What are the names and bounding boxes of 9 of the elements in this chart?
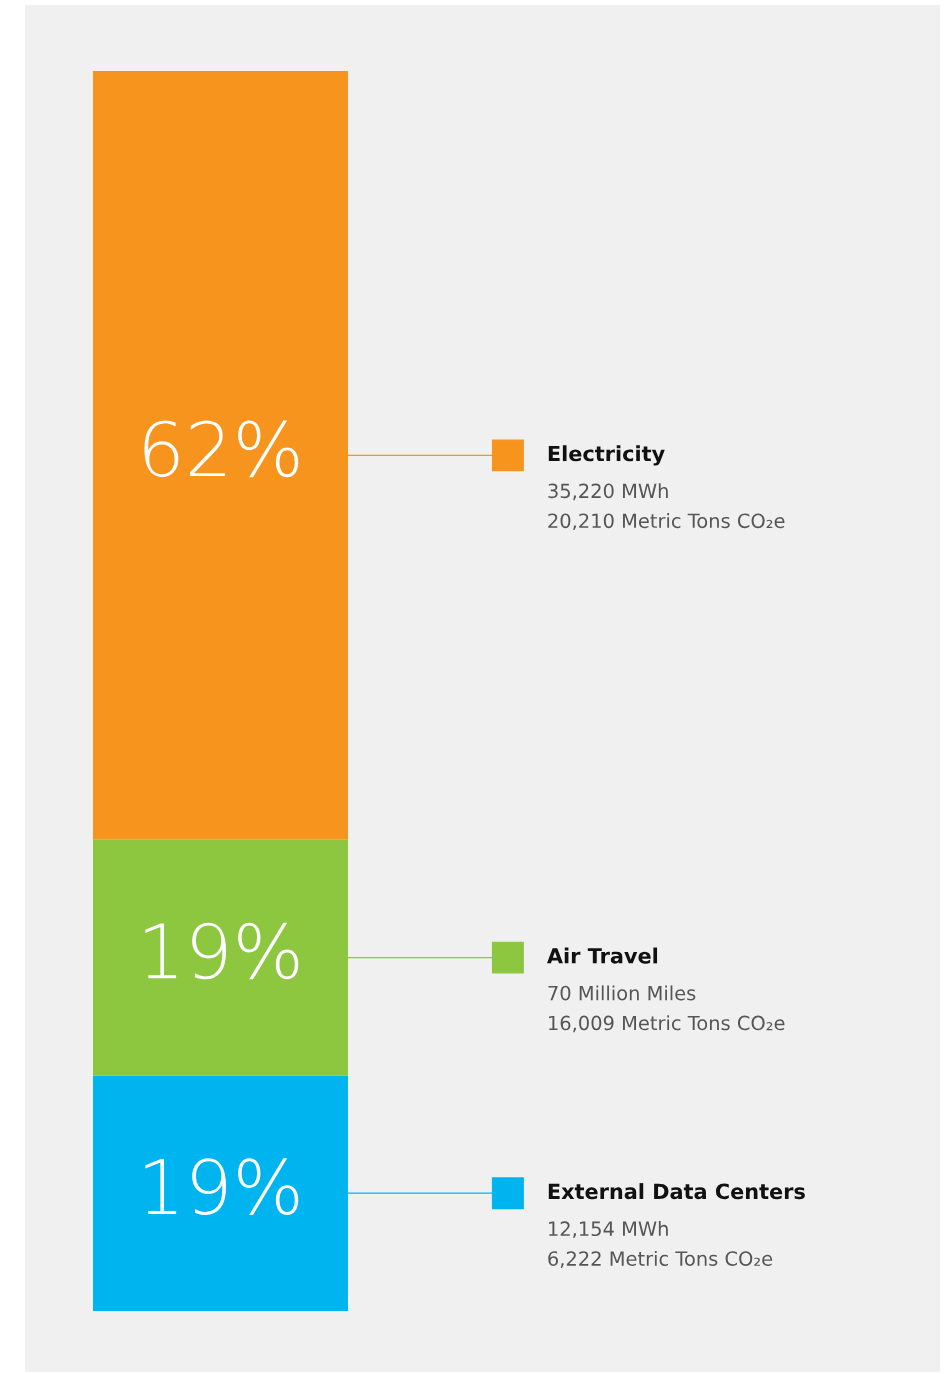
legend-label: Air Travel <box>547 947 658 964</box>
text: 12,154 MWh 6,222 Metric Tons CO₂e <box>548 1220 773 1268</box>
data-label: 19% <box>145 1158 299 1215</box>
data-label: 19% <box>145 922 299 980</box>
legend-label: External Data Centers <box>548 1183 805 1200</box>
legend-label: Electricity <box>548 445 665 466</box>
text: 70 Million Miles 16,009 Metric Tons CO₂e <box>548 985 785 1033</box>
data-label: 62% <box>144 420 299 478</box>
text: 35,220 MWh 20,210 Metric Tons CO₂e <box>548 483 785 531</box>
